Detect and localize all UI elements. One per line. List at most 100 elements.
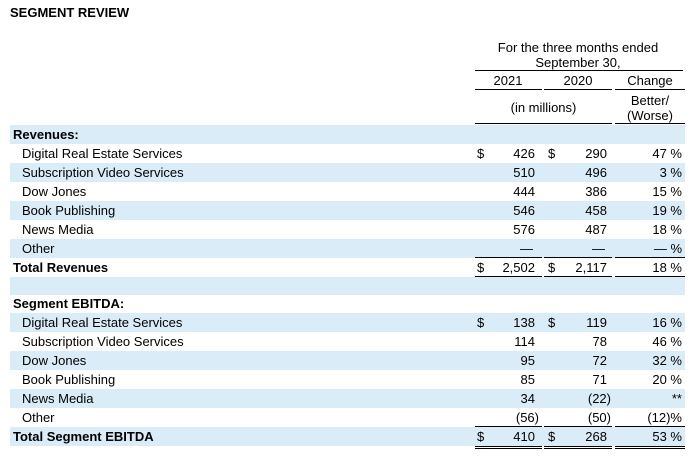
header-bottom-rule-left [475, 123, 612, 124]
period-header-line2: September 30, [535, 55, 621, 70]
table-row: Dow Jones 95 72 32 % [10, 351, 685, 370]
value-2021: 426 [513, 146, 535, 161]
column-header-2021: 2021 [493, 73, 523, 88]
value-2020: 119 [586, 315, 607, 330]
change-value: ** [671, 391, 682, 406]
row-label: Subscription Video Services [22, 165, 184, 180]
subtotal-rule-change [615, 426, 685, 427]
table-row: Other — — — % [10, 239, 685, 258]
row-label: Other [22, 410, 55, 425]
revenues-heading-row: Revenues: [10, 125, 685, 144]
dollar-sign: $ [548, 429, 556, 444]
value-2021: 85 [520, 372, 535, 387]
row-label: Digital Real Estate Services [22, 315, 183, 330]
header-bottom-rule-change [615, 123, 685, 124]
column-header-2020: 2020 [563, 73, 593, 88]
row-label: News Media [22, 222, 94, 237]
period-header-rule [475, 70, 683, 71]
value-2020: 72 [592, 353, 607, 368]
total-double-rule-2021 [475, 446, 542, 449]
column-header-change: Change [627, 73, 673, 88]
value-2020: 487 [585, 222, 607, 237]
ebitda-heading: Segment EBITDA: [13, 296, 125, 311]
change-value: 3 % [659, 165, 682, 180]
dollar-sign: $ [548, 315, 556, 330]
change-value: 47 % [652, 146, 682, 161]
dollar-sign: $ [548, 146, 556, 161]
value-2021: 34 [520, 391, 535, 406]
subtotal-rule-2020 [544, 426, 612, 427]
dollar-sign: $ [477, 260, 485, 275]
table-row: News Media 34 (22) ** [10, 389, 685, 408]
table-row: Book Publishing 546 458 19 % [10, 201, 685, 220]
change-value: — % [653, 241, 682, 256]
value-2021: 2,502 [502, 260, 535, 275]
row-label: Total Revenues [13, 260, 109, 275]
value-2020: 78 [592, 334, 607, 349]
subtotal-rule-2021 [475, 257, 542, 258]
table-row: Subscription Video Services 114 78 46 % [10, 332, 685, 351]
change-value: 53 % [652, 429, 682, 444]
value-2020: 496 [585, 165, 607, 180]
spacer-row [10, 277, 685, 295]
period-header-line1: For the three months ended [497, 40, 659, 55]
better-worse-line1: Better/ [630, 93, 670, 108]
units-label: (in millions) [510, 100, 577, 115]
change-value: 32 % [652, 353, 682, 368]
rule-change [615, 89, 685, 90]
value-2020: — [592, 241, 605, 256]
revenues-heading: Revenues: [13, 127, 79, 142]
value-2020: (22) [587, 391, 611, 406]
value-2021: 546 [513, 203, 535, 218]
table-row: Subscription Video Services 510 496 3 % [10, 163, 685, 182]
change-value: 18 % [652, 222, 682, 237]
total-revenues-row: Total Revenues $ 2,502 $ 2,117 18 % [10, 258, 685, 277]
table-row: Dow Jones 444 386 15 % [10, 182, 685, 201]
value-2020: 386 [585, 184, 607, 199]
better-worse-line2: (Worse) [627, 108, 673, 123]
dollar-sign: $ [477, 315, 485, 330]
value-2020: 268 [585, 429, 607, 444]
row-label: Subscription Video Services [22, 334, 184, 349]
value-2021: 576 [513, 222, 535, 237]
row-label: Digital Real Estate Services [22, 146, 183, 161]
change-value: 18 % [652, 260, 682, 275]
value-2021: 444 [513, 184, 535, 199]
subtotal-rule-2021 [475, 426, 542, 427]
total-ebitda-row: Total Segment EBITDA $ 410 $ 268 53 % [10, 427, 685, 446]
page-title: SEGMENT REVIEW [10, 5, 130, 20]
row-label: Book Publishing [22, 372, 116, 387]
value-2020: 458 [585, 203, 607, 218]
dollar-sign: $ [477, 146, 485, 161]
change-value: (12)% [647, 410, 682, 425]
table-row: Book Publishing 85 71 20 % [10, 370, 685, 389]
change-value: 15 % [652, 184, 682, 199]
total-double-rule-change [615, 446, 685, 449]
value-2021: 95 [520, 353, 535, 368]
ebitda-heading-row: Segment EBITDA: [10, 294, 685, 313]
change-value: 16 % [652, 315, 682, 330]
rule-2021 [475, 89, 542, 90]
row-label: Total Segment EBITDA [13, 429, 154, 444]
subtotal-rule-change [615, 257, 685, 258]
row-label: Other [22, 241, 55, 256]
change-value: 19 % [652, 203, 682, 218]
rule-2020 [544, 89, 612, 90]
value-2021: (56) [515, 410, 539, 425]
value-2020: (50) [587, 410, 611, 425]
value-2020: 2,117 [575, 260, 607, 275]
change-value: 46 % [652, 334, 682, 349]
value-2021: 138 [513, 315, 535, 330]
dollar-sign: $ [548, 260, 556, 275]
table-row: Other (56) (50) (12)% [10, 408, 685, 427]
subtotal-rule-2020 [544, 257, 612, 258]
value-2021: 114 [514, 334, 535, 349]
row-label: News Media [22, 391, 94, 406]
change-value: 20 % [652, 372, 682, 387]
total-double-rule-2020 [544, 446, 612, 449]
row-label: Book Publishing [22, 203, 116, 218]
table-row: Digital Real Estate Services $ 138 $ 119… [10, 313, 685, 332]
table-row: Digital Real Estate Services $ 426 $ 290… [10, 144, 685, 163]
value-2021: 410 [513, 429, 535, 444]
value-2020: 71 [592, 372, 607, 387]
